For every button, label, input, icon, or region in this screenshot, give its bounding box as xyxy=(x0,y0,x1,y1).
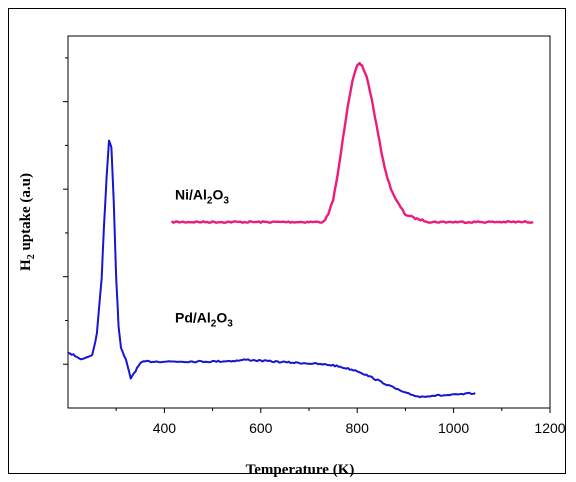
x-tick-label: 1000 xyxy=(438,420,469,436)
y-axis-title-main: H xyxy=(18,259,34,271)
tick-group: 400 600 800 1000 1200 xyxy=(63,57,566,436)
series-label-2: Pd/Al2O3 xyxy=(175,309,233,329)
x-tick-label: 1200 xyxy=(534,420,565,436)
x-tick-label: 800 xyxy=(346,420,370,436)
y-axis-title-sub: 2 xyxy=(26,254,37,259)
series-label-text: O xyxy=(216,309,227,325)
x-tick-label: 600 xyxy=(249,420,273,436)
series-label-text: O xyxy=(212,187,223,203)
series-label-text: Pd/Al xyxy=(175,309,211,325)
y-axis-title: H2 uptake (a.u) xyxy=(18,173,37,271)
series-label-1: Ni/Al2O3 xyxy=(175,187,229,207)
y-axis-title-rest: uptake (a.u) xyxy=(18,173,34,254)
series-line-1 xyxy=(170,61,534,224)
series-label-subscript: 3 xyxy=(223,196,229,207)
series-line-2 xyxy=(67,139,476,399)
series-label-subscript: 2 xyxy=(207,196,213,207)
chart-frame xyxy=(8,8,566,474)
series-label-subscript: 2 xyxy=(211,318,217,329)
series-group xyxy=(67,61,534,399)
series-label-subscript: 3 xyxy=(227,318,233,329)
x-tick-label: 400 xyxy=(153,420,177,436)
series-label-text: Ni/Al xyxy=(175,187,207,203)
x-axis-title: Temperature (K) xyxy=(246,462,355,478)
